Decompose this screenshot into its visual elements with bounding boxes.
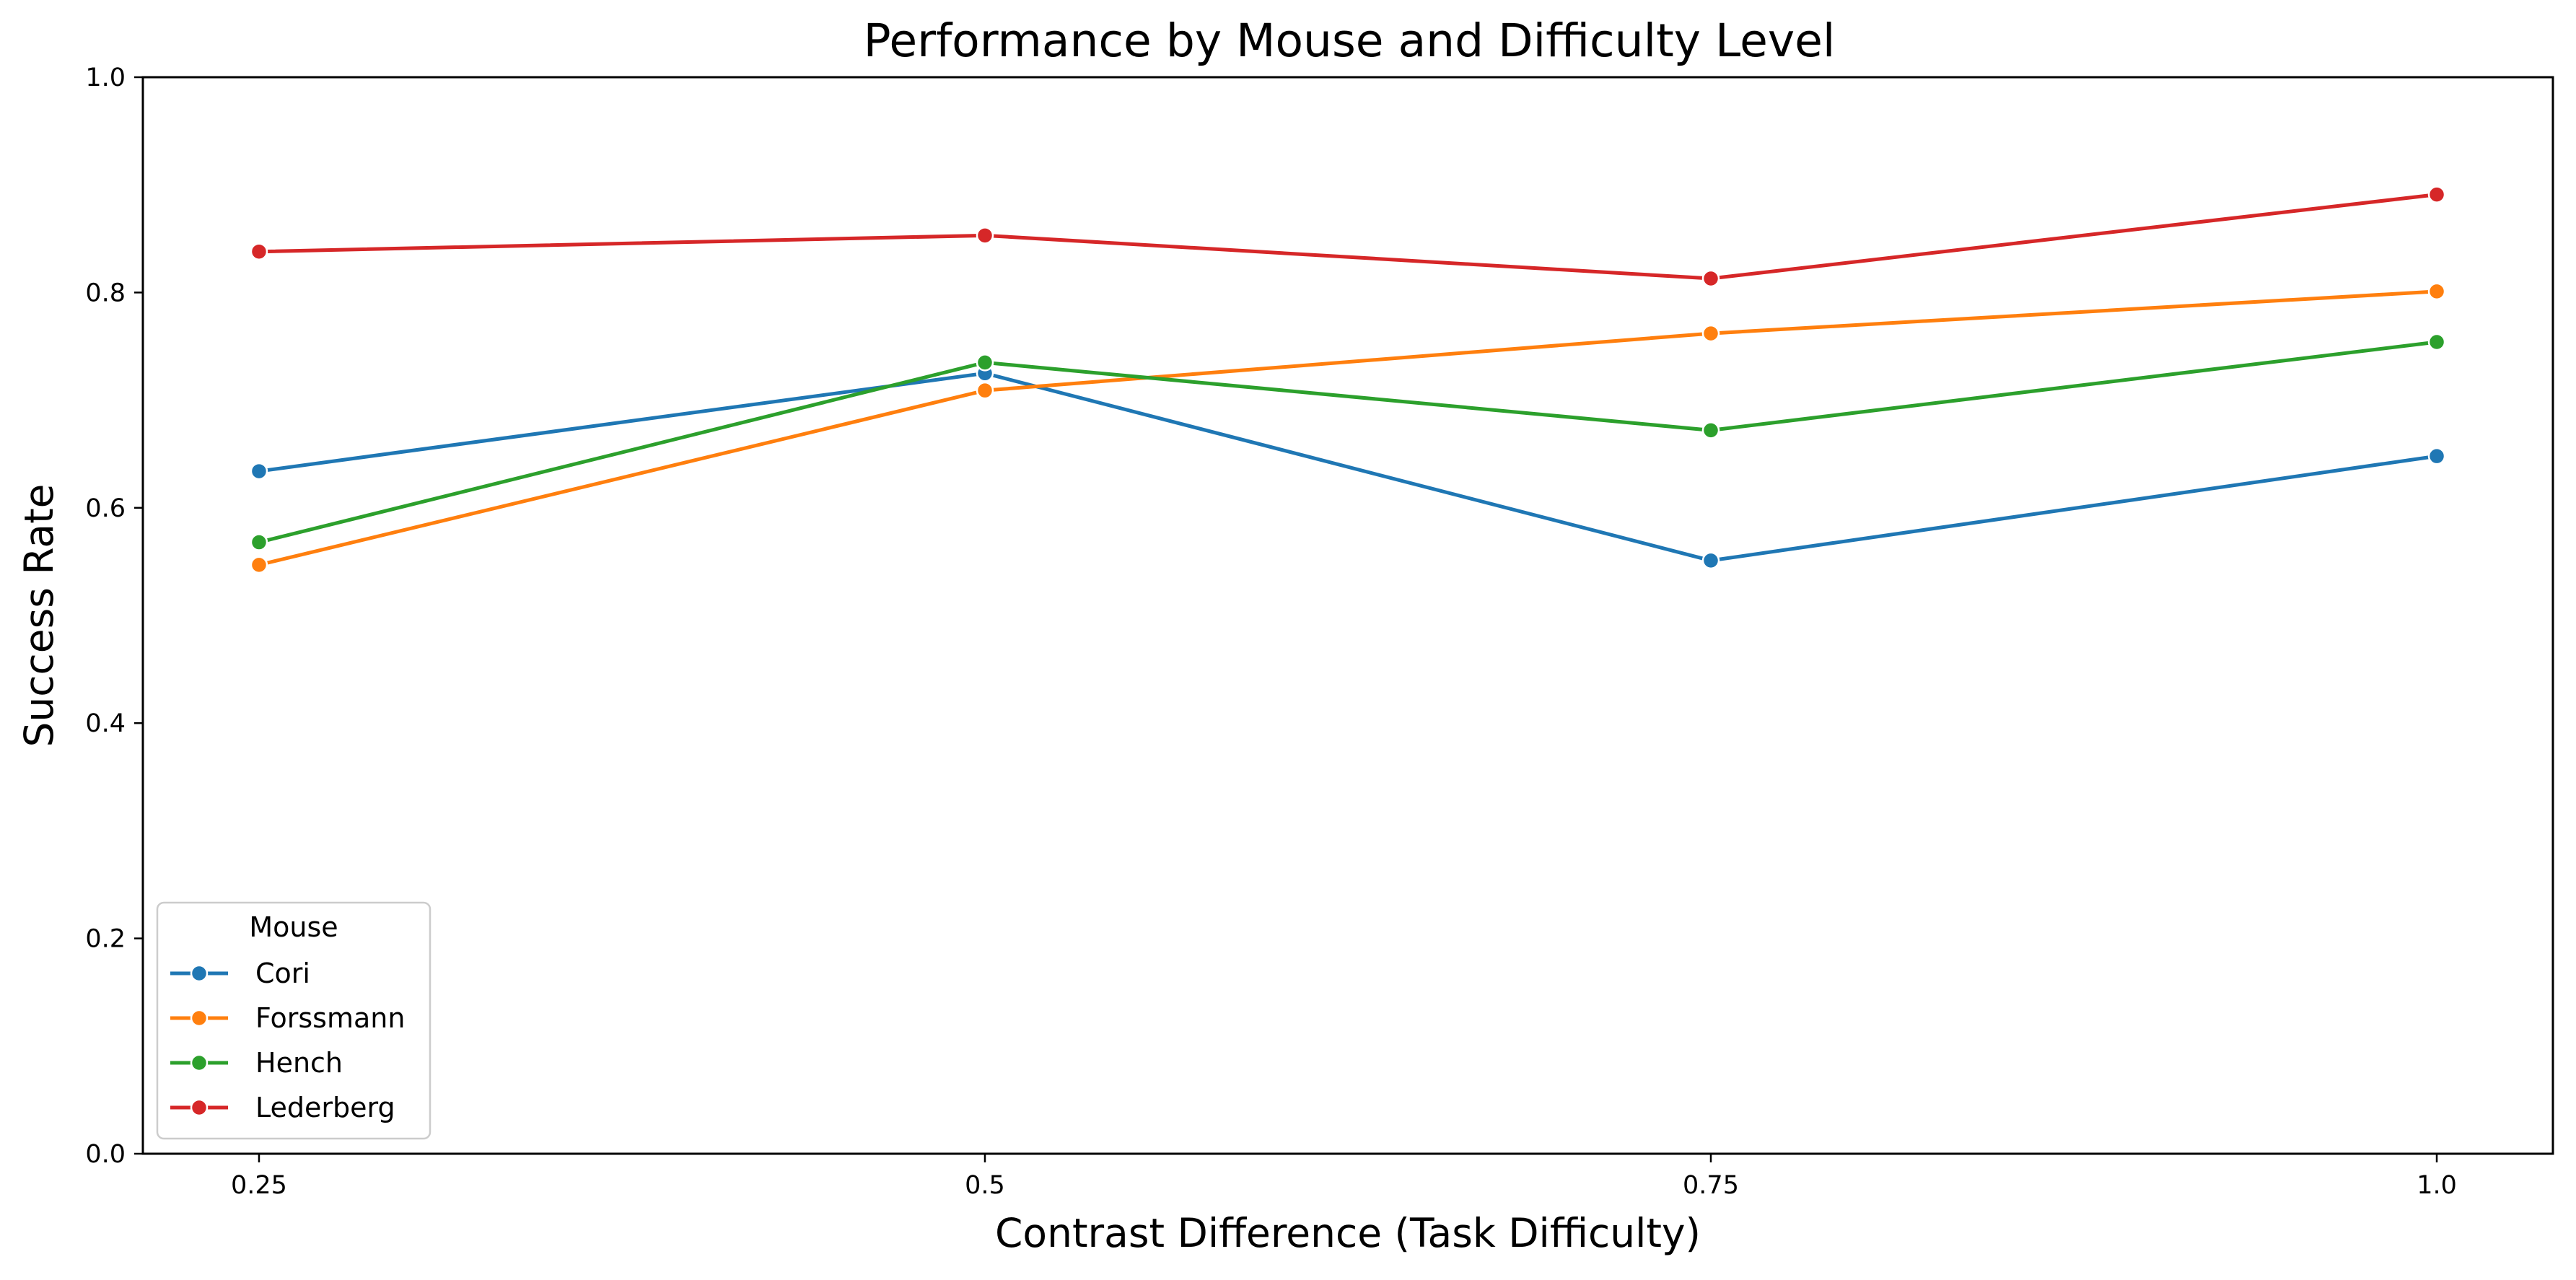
legend-label-hench: Hench xyxy=(255,1047,343,1079)
y-tick-label: 1.0 xyxy=(85,63,126,92)
x-tick-label: 0.5 xyxy=(965,1171,1005,1200)
legend-swatch-marker xyxy=(190,1009,209,1027)
legend-swatch-marker xyxy=(190,1053,209,1072)
data-point-hench xyxy=(2427,333,2446,351)
x-axis: 0.25 0.5 0.75 1.0 xyxy=(231,1154,2457,1200)
plot-frame xyxy=(141,76,2554,1155)
data-point-lederberg xyxy=(2427,185,2446,203)
legend-label-forssmann: Forssmann xyxy=(255,1002,405,1034)
data-point-forssmann xyxy=(1701,324,1720,343)
series-line-forssmann xyxy=(257,289,2439,567)
data-point-hench xyxy=(1701,421,1720,439)
x-axis-title: Contrast Difference (Task Difficulty) xyxy=(995,1210,1701,1256)
data-point-forssmann xyxy=(250,556,268,574)
legend-swatch-marker xyxy=(190,1098,209,1117)
data-point-cori xyxy=(1701,551,1720,570)
legend-title: Mouse xyxy=(249,911,338,943)
legend-label-lederberg: Lederberg xyxy=(255,1092,395,1123)
data-point-lederberg xyxy=(250,242,268,260)
series-line-hench xyxy=(257,340,2439,545)
legend-label-cori: Cori xyxy=(255,957,310,989)
y-axis: 0.0 0.2 0.4 0.6 0.8 1.0 xyxy=(85,63,143,1169)
chart-title: Performance by Mouse and Difficulty Leve… xyxy=(864,14,1836,67)
y-tick-label: 0.0 xyxy=(85,1140,126,1169)
data-point-lederberg xyxy=(1701,269,1720,288)
legend: Mouse Cori Forssmann Hench Lederberg xyxy=(156,901,431,1140)
data-point-lederberg xyxy=(976,227,994,245)
data-point-forssmann xyxy=(2427,282,2446,301)
data-point-hench xyxy=(250,533,268,551)
series-line-lederberg xyxy=(257,193,2439,281)
data-point-hench xyxy=(976,354,994,372)
data-point-cori xyxy=(250,462,268,481)
data-point-forssmann xyxy=(976,381,994,400)
y-tick-label: 0.4 xyxy=(85,709,126,738)
x-tick-label: 0.25 xyxy=(231,1171,287,1200)
legend-box xyxy=(156,901,431,1140)
y-axis-title: Success Rate xyxy=(16,484,62,748)
data-point-cori xyxy=(2427,447,2446,465)
y-tick-label: 0.2 xyxy=(85,925,126,954)
y-tick-label: 0.6 xyxy=(85,494,126,523)
x-tick-label: 0.75 xyxy=(1683,1171,1739,1200)
legend-swatch-marker xyxy=(190,964,209,983)
x-tick-label: 1.0 xyxy=(2417,1171,2457,1200)
y-tick-label: 0.8 xyxy=(85,279,126,307)
plot-area xyxy=(250,185,2446,574)
series-line-cori xyxy=(257,371,2439,563)
